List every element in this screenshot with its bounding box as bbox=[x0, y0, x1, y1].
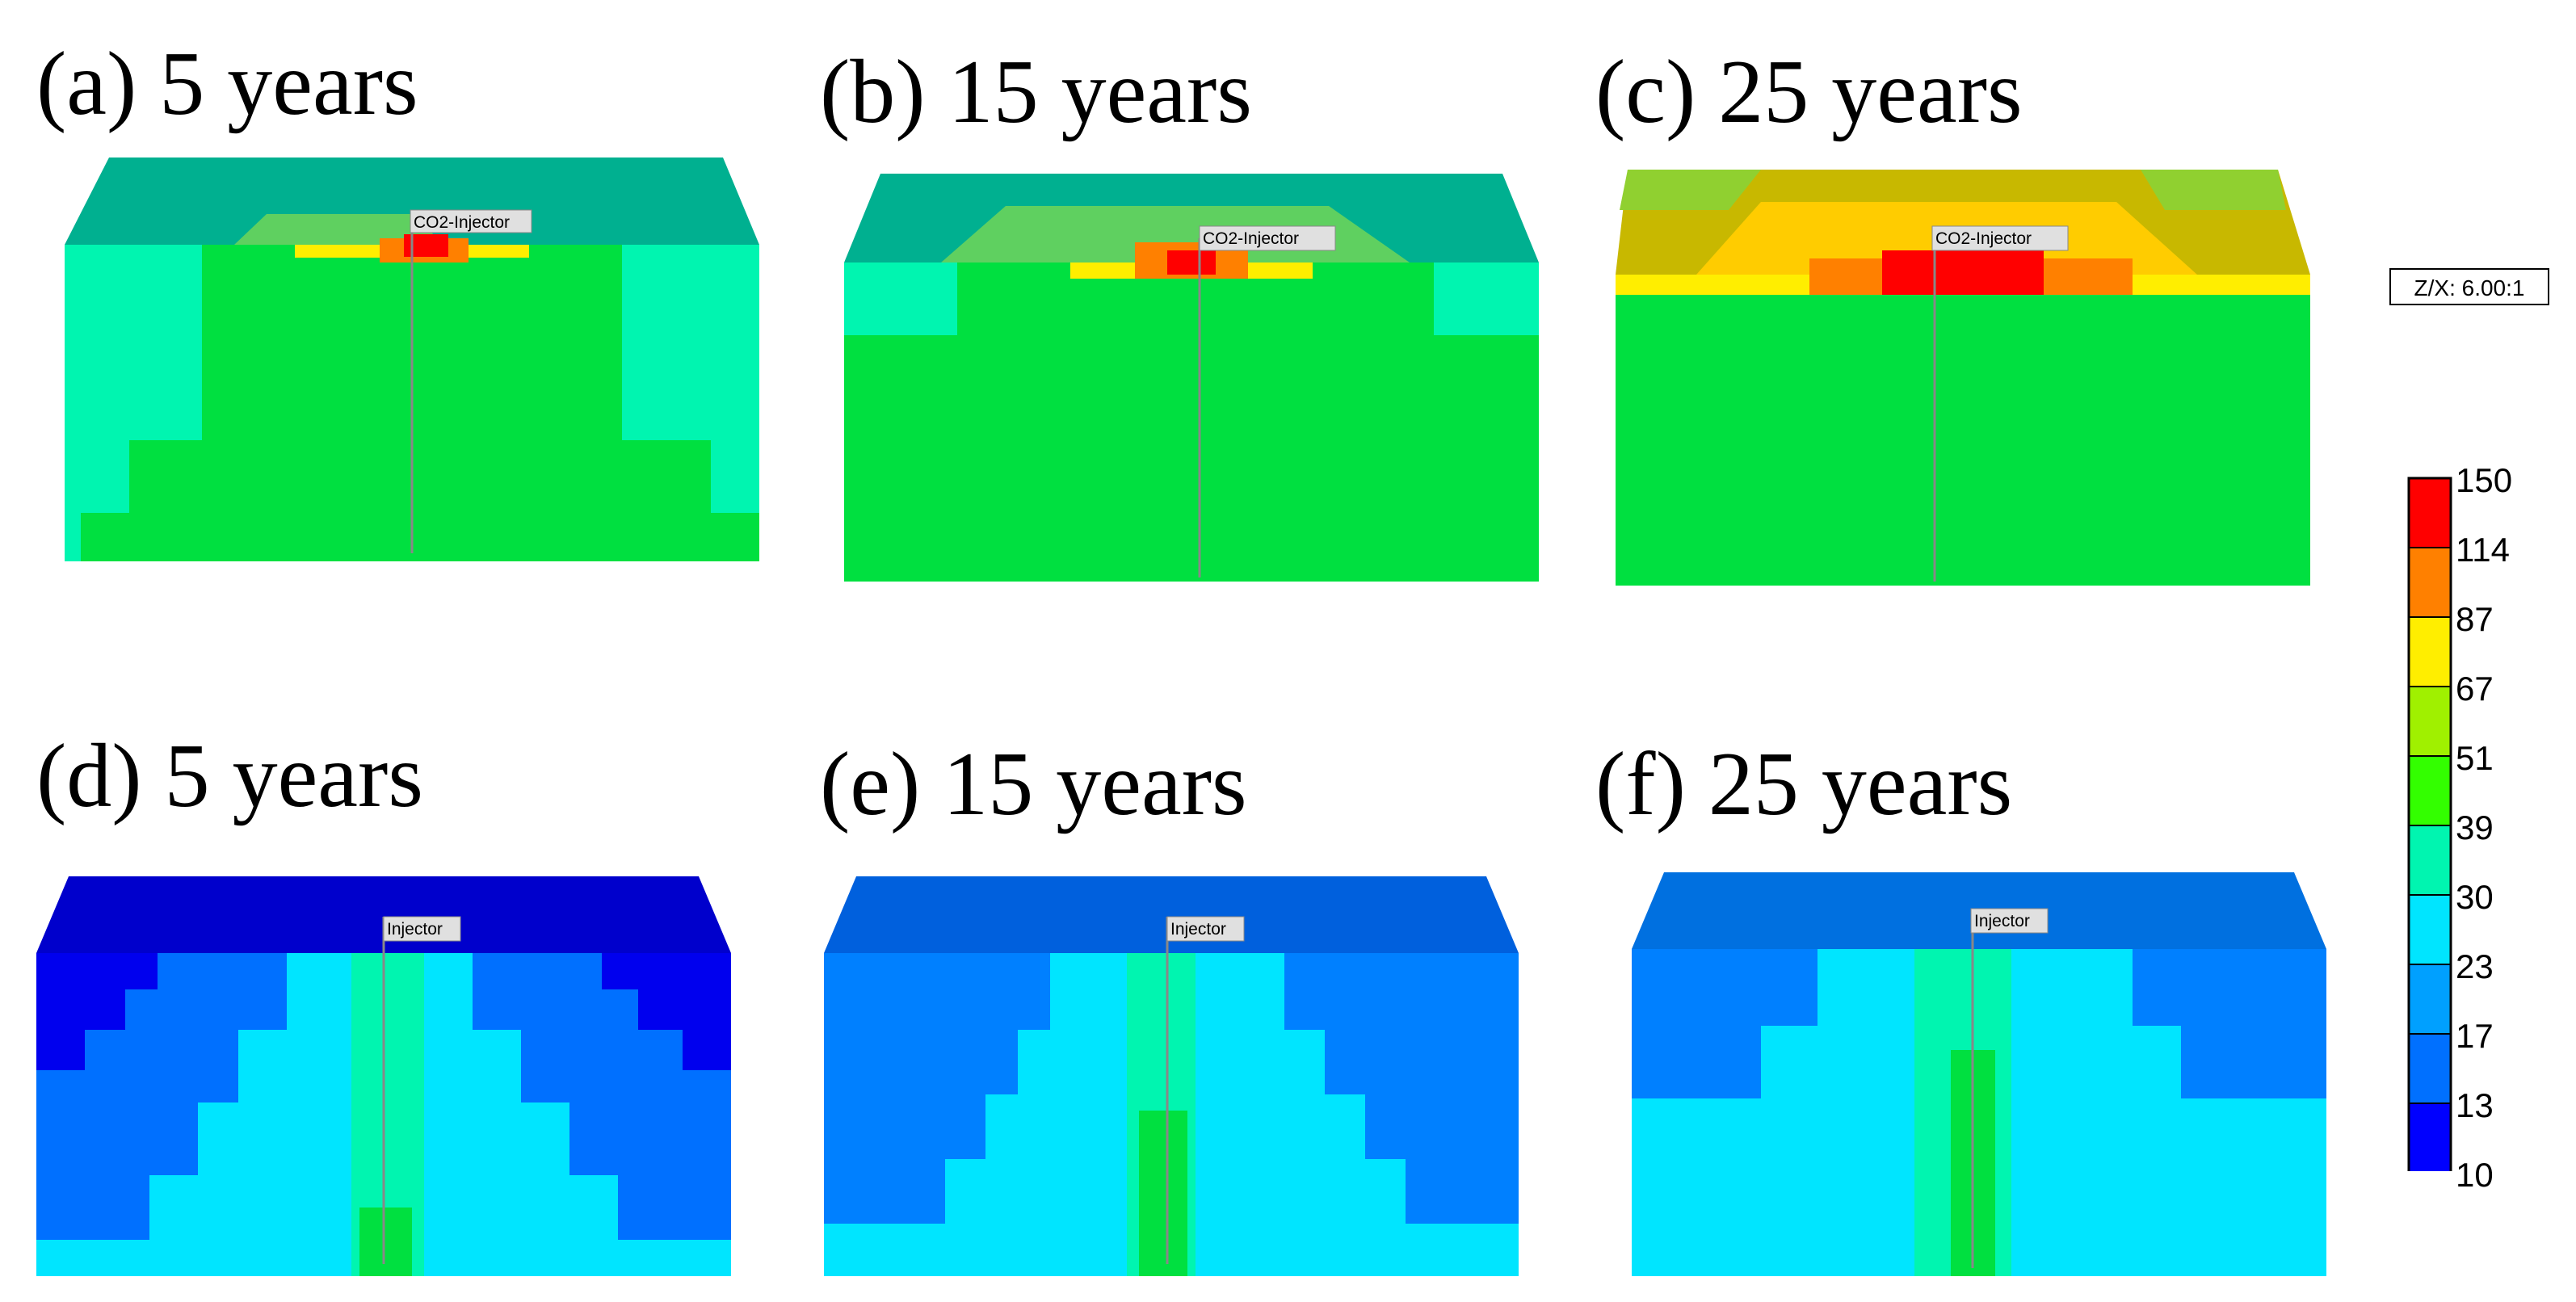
panel-title-f: (f) 25 years bbox=[1595, 734, 2013, 834]
front-face bbox=[1616, 295, 2310, 586]
legend-band bbox=[2409, 617, 2451, 687]
legend-tick-label: 39 bbox=[2456, 808, 2494, 846]
legend-band bbox=[2409, 1034, 2451, 1103]
top-face bbox=[65, 158, 759, 245]
legend-band bbox=[2409, 756, 2451, 825]
top-face bbox=[36, 876, 731, 953]
plume-top bbox=[234, 214, 444, 245]
front-left-corner bbox=[36, 953, 158, 1070]
legend-tick-label: 150 bbox=[2456, 461, 2513, 499]
hot-center bbox=[404, 234, 448, 257]
top-green-corner-r bbox=[2141, 170, 2286, 210]
panel-title-c: (c) 25 years bbox=[1595, 42, 2023, 142]
hot-center bbox=[1882, 250, 2044, 295]
legend-band bbox=[2409, 1103, 2451, 1173]
center-hot bbox=[1139, 1111, 1187, 1276]
legend-tick-label: 87 bbox=[2456, 600, 2494, 638]
legend-band bbox=[2409, 825, 2451, 895]
top-face bbox=[824, 876, 1519, 953]
model-block-c: CO2-Injector bbox=[1616, 170, 2318, 590]
well-label-box bbox=[1931, 225, 2069, 251]
model-block-f: Injector bbox=[1632, 872, 2334, 1292]
legend-tick-label: 10 bbox=[2456, 1156, 2494, 1194]
legend-band bbox=[2409, 964, 2451, 1034]
color-legend: 150 114 87 67 51 39 30 23 17 13 10 bbox=[2407, 464, 2512, 1192]
legend-tick-label: 17 bbox=[2456, 1017, 2494, 1055]
top-green-corner-l bbox=[1620, 170, 1761, 210]
well-label: CO2-Injector bbox=[1203, 229, 1299, 248]
legend-tick-label: 51 bbox=[2456, 739, 2494, 777]
model-block-a: CO2-Injector bbox=[65, 158, 767, 578]
well-label: Injector bbox=[387, 920, 443, 939]
legend-tick-label: 13 bbox=[2456, 1086, 2494, 1124]
front-plume bbox=[81, 245, 759, 561]
well-label: Injector bbox=[1170, 920, 1226, 939]
well-label-box bbox=[410, 209, 532, 233]
panel-title-e: (e) 15 years bbox=[820, 734, 1247, 834]
legend-band bbox=[2409, 687, 2451, 756]
legend-colorbar bbox=[2407, 477, 2452, 1174]
front-plume bbox=[844, 262, 1539, 582]
well-label: Injector bbox=[1974, 912, 2030, 930]
well-label-box bbox=[1199, 225, 1336, 251]
well-label-box bbox=[383, 916, 461, 942]
well-label: CO2-Injector bbox=[1935, 229, 2032, 248]
well-label: CO2-Injector bbox=[414, 213, 510, 232]
well-label-box bbox=[1970, 908, 2049, 934]
well-label-box bbox=[1166, 916, 1245, 942]
legend-tick-label: 30 bbox=[2456, 878, 2494, 916]
zx-ratio-label: Z/X: 6.00:1 bbox=[2389, 268, 2549, 305]
legend-band bbox=[2409, 895, 2451, 964]
legend-band bbox=[2409, 548, 2451, 617]
legend-tick-label: 67 bbox=[2456, 670, 2494, 708]
panel-title-d: (d) 5 years bbox=[36, 726, 423, 826]
hot-center bbox=[1167, 250, 1216, 275]
front-right-corner bbox=[602, 953, 731, 1070]
panel-title-b: (b) 15 years bbox=[820, 42, 1252, 142]
legend-band bbox=[2409, 478, 2451, 548]
center-hot bbox=[359, 1208, 412, 1276]
model-block-e: Injector bbox=[824, 876, 1527, 1296]
center-plume bbox=[351, 953, 424, 1276]
legend-tick-label: 114 bbox=[2456, 531, 2510, 569]
legend-tick-label: 23 bbox=[2456, 947, 2494, 985]
model-block-b: CO2-Injector bbox=[844, 174, 1547, 594]
model-block-d: Injector bbox=[36, 876, 739, 1296]
panel-title-a: (a) 5 years bbox=[36, 34, 418, 134]
